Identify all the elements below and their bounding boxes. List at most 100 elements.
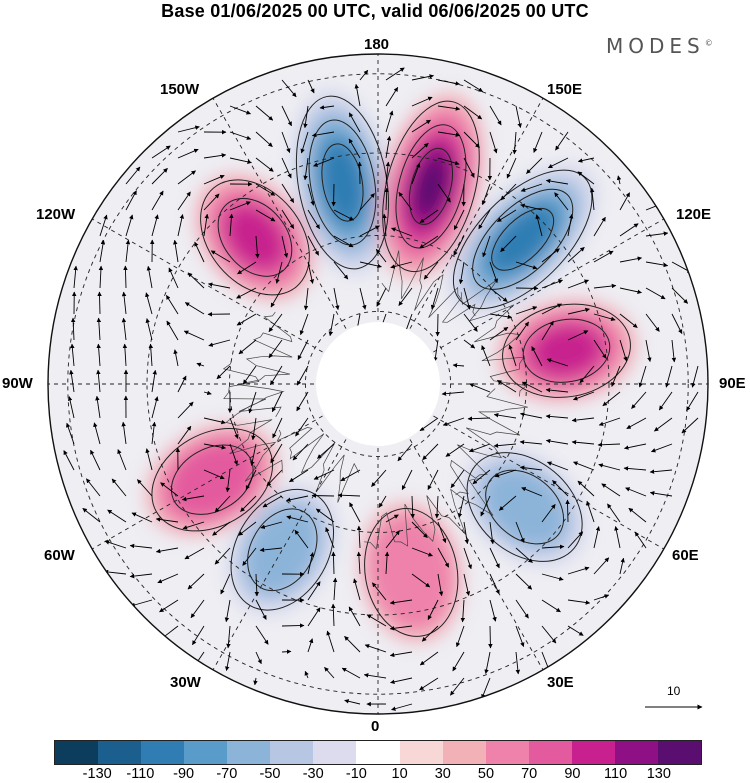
wind-arrow [411, 547, 433, 557]
wind-arrow [385, 110, 394, 133]
wind-arrow [628, 507, 647, 523]
wind-arrow [419, 235, 439, 249]
wind-arrow [203, 213, 209, 237]
wind-arrow [151, 214, 159, 237]
colorbar-swatch [657, 741, 701, 764]
wind-arrow [541, 279, 563, 289]
wind-arrow [220, 573, 231, 595]
wind-arrow [337, 493, 361, 498]
wind-arrow [385, 135, 392, 159]
wind-arrow [547, 157, 569, 169]
wind-arrow [121, 291, 127, 315]
wind-arrow [478, 209, 491, 230]
wind-arrow [555, 131, 569, 151]
wind-arrow [359, 287, 367, 310]
height-contour [522, 318, 611, 383]
reference-vector-label: 10 [667, 684, 681, 698]
wind-arrow [619, 339, 628, 362]
wind-arrow [255, 235, 260, 259]
wind-arrow [498, 495, 517, 511]
wind-arrow [453, 209, 465, 231]
wind-arrow [626, 417, 647, 430]
height-contour [382, 100, 480, 273]
wind-arrow [422, 443, 439, 461]
wind-arrow [125, 190, 137, 211]
wind-arrow [73, 265, 78, 289]
wind-arrow [173, 349, 179, 367]
wind-arrow [260, 521, 283, 529]
wind-arrow [375, 248, 387, 263]
meridian-line [212, 97, 379, 385]
coastlines [222, 250, 528, 550]
wind-arrow [281, 157, 292, 179]
wind-arrow [489, 313, 513, 320]
wind-arrow [307, 552, 315, 575]
colorbar-swatch [571, 741, 615, 764]
wind-arrow [512, 131, 517, 155]
wind-arrow [567, 599, 591, 605]
wind-arrow [515, 261, 538, 270]
wind-arrow [311, 493, 335, 498]
wind-arrow [593, 250, 614, 263]
wind-arrow [463, 573, 471, 596]
height-contour [472, 188, 574, 290]
wind-arrow [489, 261, 499, 284]
wind-arrow [96, 369, 101, 393]
wind-arrow [177, 425, 192, 445]
wind-arrow [129, 573, 153, 579]
wind-arrow [229, 157, 252, 165]
wind-arrow [472, 469, 491, 485]
wind-arrow [333, 261, 349, 280]
wind-arrow [384, 187, 389, 211]
wind-arrow [340, 469, 361, 482]
wind-arrow [297, 339, 309, 361]
wind-arrow [307, 581, 321, 601]
contour-lines [151, 95, 631, 637]
wind-arrow [500, 183, 517, 201]
wind-arrow [145, 448, 153, 471]
wind-arrow [671, 313, 683, 335]
wind-arrow [224, 599, 231, 623]
lon-label-90w: 90W [2, 375, 33, 392]
anomaly-cell [224, 205, 286, 270]
wind-arrow [281, 623, 305, 628]
wind-arrow [331, 551, 336, 575]
wind-arrow [554, 192, 569, 211]
wind-arrow [571, 417, 595, 423]
wind-arrow [437, 521, 447, 544]
wind-arrow [69, 369, 75, 393]
wind-arrow [463, 79, 484, 93]
wind-arrow [328, 313, 335, 337]
wind-arrow [397, 443, 413, 462]
wind-arrow [489, 131, 498, 154]
wind-arrow [521, 487, 543, 497]
wind-arrow [125, 239, 131, 263]
wind-arrow [463, 521, 470, 545]
wind-arrow [275, 261, 283, 284]
wind-arrow [419, 209, 439, 224]
wind-arrow [307, 79, 315, 94]
wind-arrow [121, 421, 127, 445]
wind-arrow [121, 317, 127, 341]
wind-arrow [686, 391, 699, 412]
wind-arrow [99, 239, 106, 263]
wind-arrow [236, 287, 257, 299]
wind-arrow [229, 131, 252, 140]
wind-arrow [619, 557, 625, 575]
wind-arrow [489, 287, 508, 302]
wind-arrow [602, 391, 621, 407]
wind-arrow [593, 313, 616, 322]
wind-arrow [515, 521, 525, 543]
lon-label-120e: 120E [676, 206, 712, 223]
wind-arrow [229, 213, 234, 237]
wind-arrow [419, 677, 439, 691]
wind-arrow [203, 469, 225, 480]
wind-arrow [317, 443, 335, 459]
wind-arrow [463, 313, 478, 332]
wind-arrow [658, 391, 673, 411]
pole-cap [316, 322, 440, 446]
wind-arrow [281, 649, 292, 654]
wind-arrow [433, 339, 439, 362]
wind-arrow [225, 469, 231, 493]
wind-arrow [300, 131, 309, 154]
